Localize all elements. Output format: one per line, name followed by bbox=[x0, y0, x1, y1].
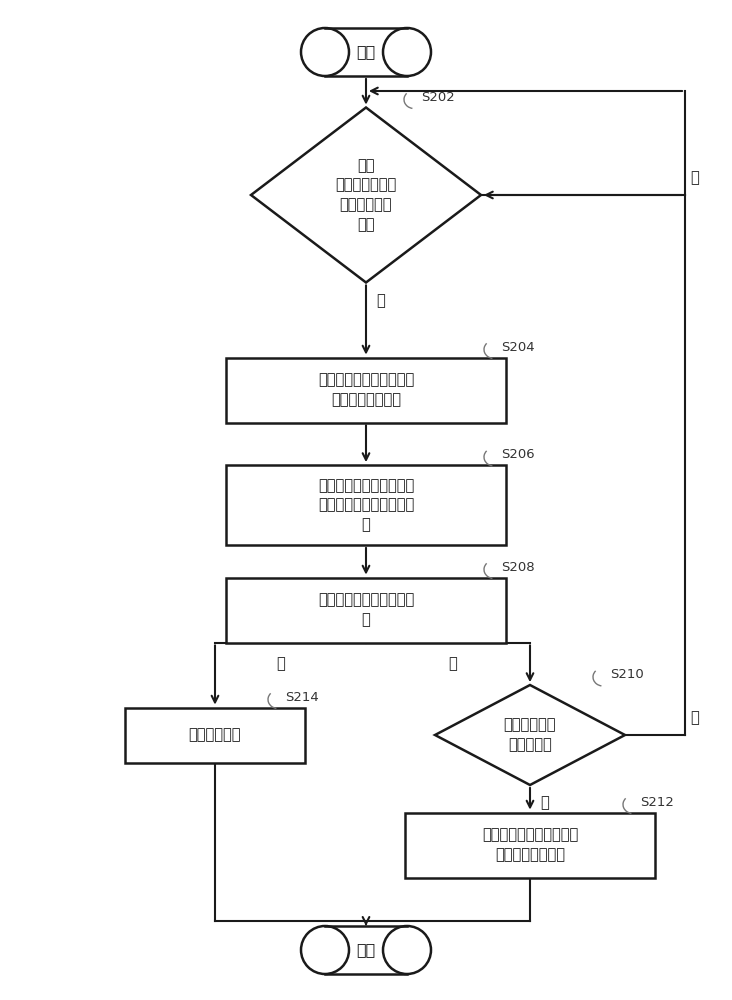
Text: 结束: 结束 bbox=[356, 942, 376, 958]
Text: S212: S212 bbox=[640, 796, 674, 809]
Bar bbox=[405, 812, 655, 878]
Text: 比较差值与预设差值的大
小: 比较差值与预设差值的大 小 bbox=[318, 593, 414, 627]
Text: 是: 是 bbox=[540, 796, 549, 810]
Bar bbox=[125, 708, 305, 762]
Text: 小: 小 bbox=[449, 656, 458, 672]
Text: 否: 否 bbox=[690, 170, 699, 185]
Bar bbox=[325, 28, 407, 76]
Text: 否: 否 bbox=[690, 710, 699, 725]
Text: 是: 是 bbox=[376, 293, 385, 308]
Bar bbox=[325, 926, 407, 974]
Ellipse shape bbox=[301, 28, 349, 76]
Text: 大: 大 bbox=[276, 656, 285, 672]
Polygon shape bbox=[435, 685, 625, 785]
Text: S206: S206 bbox=[501, 448, 534, 462]
Text: S202: S202 bbox=[421, 91, 455, 104]
Text: 查询
在目标存储器中
是否存储缓存
数据: 查询 在目标存储器中 是否存储缓存 数据 bbox=[335, 158, 397, 232]
Ellipse shape bbox=[383, 28, 431, 76]
Text: S214: S214 bbox=[285, 691, 318, 704]
Bar bbox=[226, 358, 506, 422]
Text: 判断缓存数据
是否被调用: 判断缓存数据 是否被调用 bbox=[504, 718, 556, 752]
Text: S210: S210 bbox=[610, 668, 643, 682]
Text: 读取表示缓存数据的缓存
时间的第一时间戳: 读取表示缓存数据的缓存 时间的第一时间戳 bbox=[318, 373, 414, 407]
Ellipse shape bbox=[301, 926, 349, 974]
Text: 开始: 开始 bbox=[356, 44, 376, 60]
Text: S204: S204 bbox=[501, 341, 534, 354]
Bar bbox=[226, 578, 506, 643]
Ellipse shape bbox=[383, 926, 431, 974]
Text: S208: S208 bbox=[501, 561, 534, 574]
Polygon shape bbox=[251, 107, 481, 282]
Text: 将缓存数据的第一时间戳
更新为第二时间戳: 将缓存数据的第一时间戳 更新为第二时间戳 bbox=[482, 828, 578, 862]
Text: 计算第一时间戳与表示当
前时间的第二时间戳的差
值: 计算第一时间戳与表示当 前时间的第二时间戳的差 值 bbox=[318, 478, 414, 532]
Bar bbox=[226, 465, 506, 545]
Text: 清除缓存数据: 清除缓存数据 bbox=[189, 728, 242, 742]
